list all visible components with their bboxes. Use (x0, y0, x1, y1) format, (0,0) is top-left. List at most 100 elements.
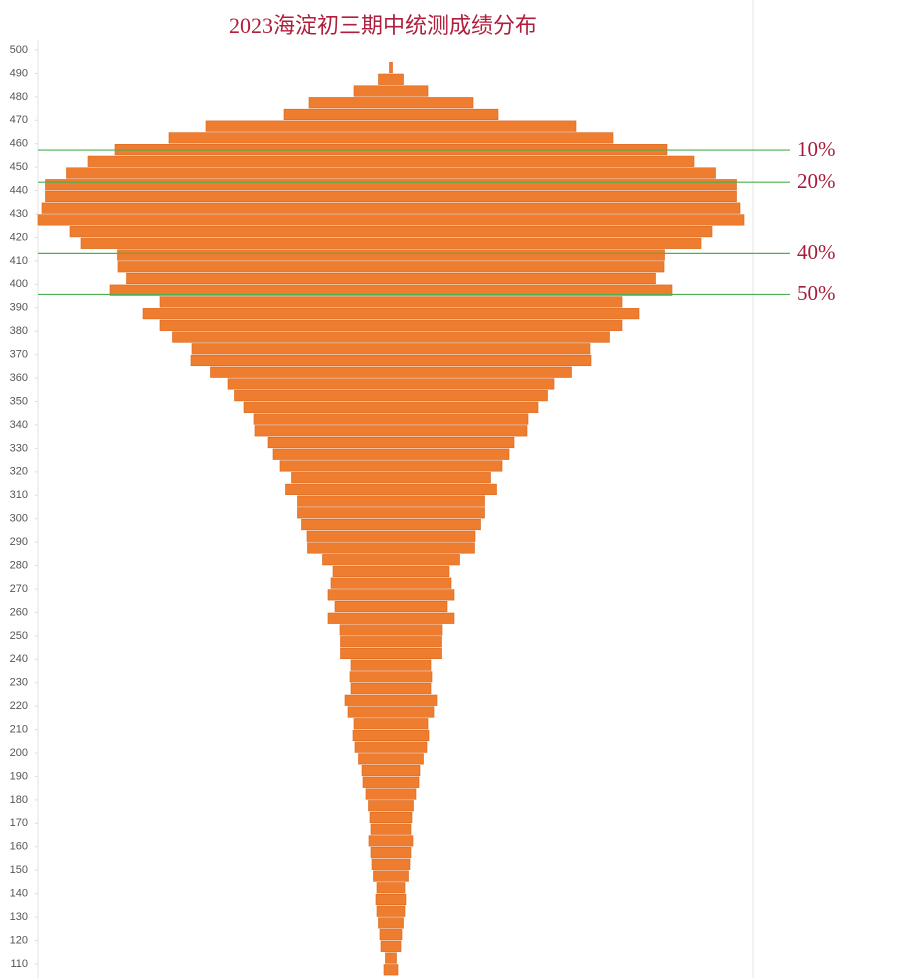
bar (254, 425, 528, 437)
bar (168, 132, 614, 144)
bar (234, 390, 548, 402)
bar (370, 823, 412, 835)
y-tick-label: 420 (10, 231, 28, 243)
bar (369, 811, 413, 824)
y-tick-label: 120 (10, 934, 28, 946)
y-tick-label: 190 (10, 770, 28, 782)
y-tick-label: 310 (10, 489, 28, 501)
y-tick-label: 490 (10, 67, 28, 79)
bar (354, 741, 428, 753)
bar (330, 577, 452, 589)
bar (87, 155, 695, 167)
bar (349, 671, 433, 683)
y-tick-label: 250 (10, 630, 28, 642)
y-tick-label: 450 (10, 161, 28, 173)
bar (272, 448, 510, 460)
bar (373, 870, 409, 882)
y-tick-label: 430 (10, 208, 28, 220)
bar (340, 647, 442, 659)
bar (389, 62, 393, 74)
reference-label: 40% (797, 240, 836, 264)
bar (159, 296, 623, 308)
reference-label: 50% (797, 281, 836, 305)
bar (80, 237, 702, 249)
bar (362, 776, 420, 788)
bar (378, 73, 404, 85)
bar (385, 952, 397, 964)
y-tick-label: 400 (10, 278, 28, 290)
y-tick-label: 300 (10, 513, 28, 525)
y-tick-label: 140 (10, 888, 28, 900)
bar (327, 589, 455, 601)
bar (344, 694, 438, 706)
y-tick-label: 220 (10, 700, 28, 712)
y-tick-label: 280 (10, 559, 28, 571)
y-tick-label: 340 (10, 419, 28, 431)
bar (191, 343, 591, 355)
bar (379, 929, 403, 941)
bar (383, 964, 399, 976)
y-tick-label: 260 (10, 606, 28, 618)
y-tick-label: 410 (10, 255, 28, 267)
bar (340, 636, 442, 648)
bar (339, 624, 443, 636)
y-tick-label: 330 (10, 442, 28, 454)
y-tick-label: 170 (10, 817, 28, 829)
bar (109, 284, 673, 296)
bar (159, 319, 623, 331)
bar (66, 167, 716, 179)
y-tick-label: 350 (10, 395, 28, 407)
bar (361, 765, 421, 777)
bar (297, 507, 485, 519)
bar (353, 85, 429, 97)
bar (69, 226, 713, 238)
bar (253, 413, 529, 425)
y-tick-label: 160 (10, 841, 28, 853)
y-tick-label: 500 (10, 44, 28, 56)
y-tick-label: 380 (10, 325, 28, 337)
bar (376, 905, 406, 917)
y-tick-label: 460 (10, 138, 28, 150)
reference-label: 20% (797, 169, 836, 193)
bar (308, 97, 474, 109)
bar (334, 601, 448, 613)
bar (371, 858, 411, 870)
bar (267, 436, 515, 449)
y-tick-label: 480 (10, 91, 28, 103)
bar (365, 788, 417, 800)
bar (375, 893, 407, 906)
y-tick-label: 150 (10, 864, 28, 876)
bar (172, 331, 610, 343)
y-tick-label: 180 (10, 794, 28, 806)
bar (283, 108, 499, 121)
y-tick-label: 360 (10, 372, 28, 384)
bar (37, 214, 745, 226)
bar (227, 378, 555, 390)
bar (279, 460, 503, 472)
bar (285, 483, 497, 495)
bar (243, 401, 539, 413)
y-tick-label: 370 (10, 349, 28, 361)
y-tick-label: 110 (10, 958, 28, 970)
bar (301, 518, 481, 531)
bar (306, 530, 476, 542)
bar (41, 202, 741, 214)
bar (210, 366, 572, 378)
bar (368, 835, 414, 847)
bar (45, 190, 737, 203)
bar (368, 800, 414, 812)
bar (45, 179, 737, 191)
bar (347, 706, 435, 718)
bar (291, 472, 491, 484)
bar (358, 753, 424, 765)
y-tick-label: 440 (10, 185, 28, 197)
bar (117, 261, 665, 273)
bar (205, 120, 577, 132)
y-tick-label: 130 (10, 911, 28, 923)
bar (327, 612, 455, 624)
bar (352, 729, 430, 742)
y-tick-label: 230 (10, 677, 28, 689)
bar (380, 940, 402, 952)
reference-label: 10% (797, 137, 836, 161)
bar (307, 542, 475, 554)
